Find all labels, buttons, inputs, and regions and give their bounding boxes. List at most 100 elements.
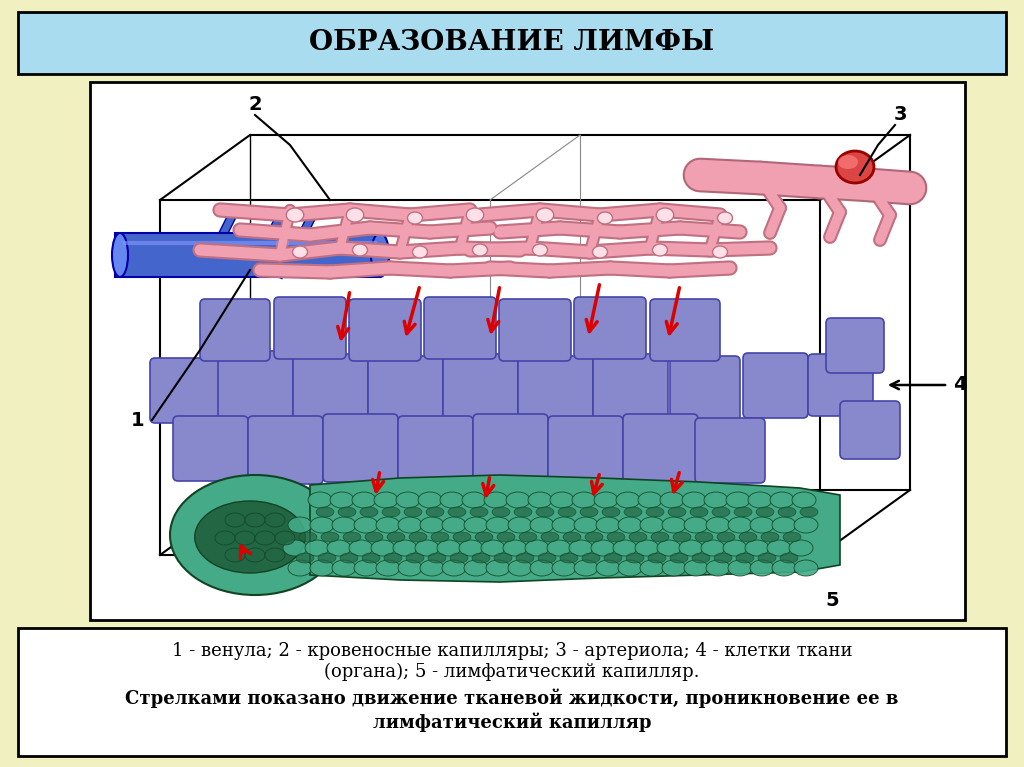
Ellipse shape: [112, 233, 128, 277]
Ellipse shape: [376, 517, 400, 533]
Text: 3: 3: [893, 106, 906, 124]
Ellipse shape: [195, 501, 305, 573]
Ellipse shape: [310, 517, 334, 533]
Ellipse shape: [338, 507, 356, 517]
FancyBboxPatch shape: [574, 297, 646, 359]
Ellipse shape: [624, 507, 642, 517]
Ellipse shape: [684, 560, 708, 576]
Ellipse shape: [508, 517, 532, 533]
Ellipse shape: [310, 560, 334, 576]
Ellipse shape: [494, 553, 512, 563]
Ellipse shape: [481, 540, 505, 556]
Ellipse shape: [464, 560, 488, 576]
Ellipse shape: [723, 540, 746, 556]
Ellipse shape: [415, 540, 439, 556]
FancyBboxPatch shape: [826, 318, 884, 373]
Ellipse shape: [464, 517, 488, 533]
FancyBboxPatch shape: [593, 354, 668, 422]
Ellipse shape: [283, 540, 307, 556]
Ellipse shape: [318, 553, 336, 563]
Ellipse shape: [706, 560, 730, 576]
Ellipse shape: [265, 548, 285, 562]
Ellipse shape: [758, 553, 776, 563]
Ellipse shape: [255, 531, 275, 545]
Ellipse shape: [354, 560, 378, 576]
Ellipse shape: [308, 492, 332, 508]
Ellipse shape: [426, 507, 444, 517]
Ellipse shape: [365, 532, 383, 542]
Ellipse shape: [462, 492, 486, 508]
FancyBboxPatch shape: [293, 354, 368, 422]
Ellipse shape: [668, 507, 686, 517]
Ellipse shape: [607, 532, 625, 542]
Ellipse shape: [739, 532, 757, 542]
Ellipse shape: [569, 540, 593, 556]
Ellipse shape: [706, 517, 730, 533]
Ellipse shape: [662, 517, 686, 533]
FancyBboxPatch shape: [323, 414, 398, 482]
Ellipse shape: [626, 553, 644, 563]
Ellipse shape: [492, 507, 510, 517]
Ellipse shape: [420, 560, 444, 576]
Ellipse shape: [371, 233, 389, 277]
Ellipse shape: [393, 540, 417, 556]
Ellipse shape: [382, 507, 400, 517]
FancyBboxPatch shape: [623, 414, 698, 482]
Ellipse shape: [532, 244, 548, 256]
Ellipse shape: [772, 517, 796, 533]
Ellipse shape: [585, 532, 603, 542]
Ellipse shape: [437, 540, 461, 556]
Ellipse shape: [396, 492, 420, 508]
Ellipse shape: [594, 492, 618, 508]
Ellipse shape: [656, 208, 674, 222]
Ellipse shape: [225, 548, 245, 562]
Ellipse shape: [767, 540, 791, 556]
Ellipse shape: [836, 151, 874, 183]
Ellipse shape: [288, 560, 312, 576]
Ellipse shape: [629, 532, 647, 542]
Ellipse shape: [728, 560, 752, 576]
Ellipse shape: [453, 532, 471, 542]
Ellipse shape: [756, 507, 774, 517]
Ellipse shape: [541, 532, 559, 542]
Ellipse shape: [745, 540, 769, 556]
Ellipse shape: [265, 513, 285, 527]
Ellipse shape: [470, 507, 488, 517]
Ellipse shape: [558, 507, 575, 517]
Ellipse shape: [234, 531, 255, 545]
FancyBboxPatch shape: [499, 299, 571, 361]
FancyBboxPatch shape: [115, 233, 380, 277]
FancyBboxPatch shape: [200, 299, 270, 361]
Ellipse shape: [409, 532, 427, 542]
Ellipse shape: [728, 517, 752, 533]
Ellipse shape: [343, 532, 361, 542]
FancyBboxPatch shape: [274, 297, 346, 359]
Ellipse shape: [484, 492, 508, 508]
Ellipse shape: [406, 553, 424, 563]
Ellipse shape: [442, 560, 466, 576]
Ellipse shape: [371, 540, 395, 556]
Ellipse shape: [245, 513, 265, 527]
Ellipse shape: [761, 532, 779, 542]
Ellipse shape: [734, 507, 752, 517]
FancyBboxPatch shape: [150, 358, 220, 423]
Ellipse shape: [384, 553, 402, 563]
Bar: [18, 628, 1006, 756]
Ellipse shape: [472, 553, 490, 563]
Ellipse shape: [293, 246, 307, 258]
Ellipse shape: [332, 560, 356, 576]
FancyBboxPatch shape: [473, 414, 548, 482]
Ellipse shape: [602, 507, 620, 517]
Ellipse shape: [582, 553, 600, 563]
Ellipse shape: [413, 246, 427, 258]
Ellipse shape: [530, 560, 554, 576]
Text: (органа); 5 - лимфатический капилляр.: (органа); 5 - лимфатический капилляр.: [325, 663, 699, 681]
Ellipse shape: [750, 517, 774, 533]
Ellipse shape: [790, 540, 813, 556]
Ellipse shape: [275, 531, 295, 545]
Ellipse shape: [638, 492, 662, 508]
Ellipse shape: [580, 507, 598, 517]
Ellipse shape: [332, 517, 356, 533]
Ellipse shape: [506, 492, 530, 508]
Ellipse shape: [596, 517, 620, 533]
